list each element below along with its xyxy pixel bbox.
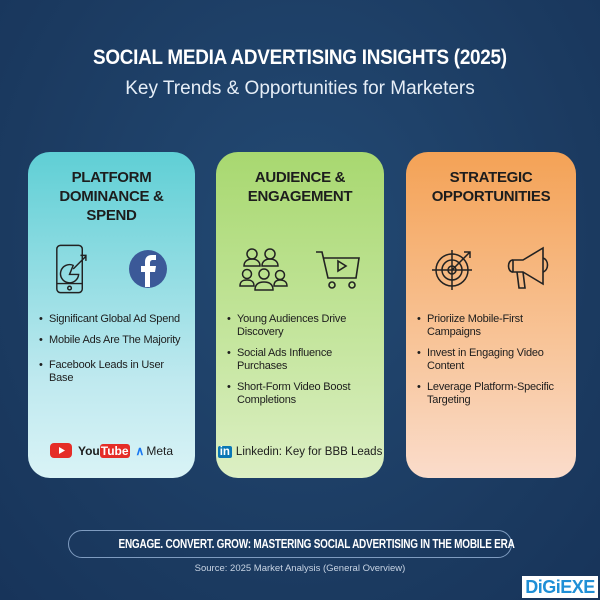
youtube-icon — [49, 443, 72, 458]
list-item: Invest in Engaging Video Content — [416, 347, 566, 373]
list-item: Significant Global Ad Spend — [38, 313, 185, 326]
page-title-wrap: SOCIAL MEDIA ADVERTISING INSIGHTS (2025) — [0, 46, 600, 70]
list-item: Social Ads Influence Purchases — [226, 347, 374, 373]
target-icon — [431, 250, 472, 290]
source-note: Source: 2025 Market Analysis (General Ov… — [194, 563, 406, 574]
card-strategic-opportunities: STRATEGIC OPPORTUNITIES Prioriize Mobile… — [406, 152, 576, 478]
megaphone-icon — [507, 246, 548, 289]
meta-icon: ∧ — [135, 443, 145, 458]
list-item: Short-Form Video Boost Completions — [226, 381, 374, 407]
youtube-logo-tube: Tube — [99, 443, 130, 458]
linkedin-icon: in — [217, 446, 232, 458]
youtube-logo-you: You — [77, 443, 100, 458]
facebook-icon — [129, 250, 168, 288]
page-subtitle: Key Trends & Opportunities for Marketers — [125, 78, 475, 99]
list-item: Prioriize Mobile-First Campaigns — [416, 313, 566, 339]
card-title: STRATEGIC OPPORTUNITIES — [431, 169, 551, 205]
list-item: Leverage Platform-Specific Targeting — [416, 381, 566, 407]
card-audience-engagement: AUDIENCE & ENGAGEMENT Young Audiences Dr… — [216, 152, 384, 478]
card-title: AUDIENCE & ENGAGEMENT — [247, 169, 353, 205]
page-title: SOCIAL MEDIA ADVERTISING INSIGHTS (2025) — [93, 46, 507, 69]
shopping-cart-video-icon — [316, 251, 360, 289]
tagline-banner: ENGAGE. CONVERT. GROW: MASTERING SOCIAL … — [68, 530, 515, 558]
list-item: Young Audiences Drive Discovery — [226, 313, 374, 339]
list-item: Mobile Ads Are The Majority — [38, 334, 185, 347]
list-item: Facebook Leads in User Base — [38, 359, 185, 385]
tagline-text: ENGAGE. CONVERT. GROW: MASTERING SOCIAL … — [118, 537, 515, 551]
meta-logo: Meta — [146, 443, 174, 458]
mobile-chart-icon — [55, 244, 87, 294]
linkedin-note: Linkedin: Key for BBB Leads — [235, 446, 383, 458]
audience-group-icon — [239, 248, 288, 291]
card-title: PLATFORM DOMINANCE & SPEND — [59, 169, 164, 224]
digiexe-logo: DiGiEXE — [522, 576, 598, 598]
card-platform-dominance: PLATFORM DOMINANCE & SPEND Significant G… — [28, 152, 195, 478]
